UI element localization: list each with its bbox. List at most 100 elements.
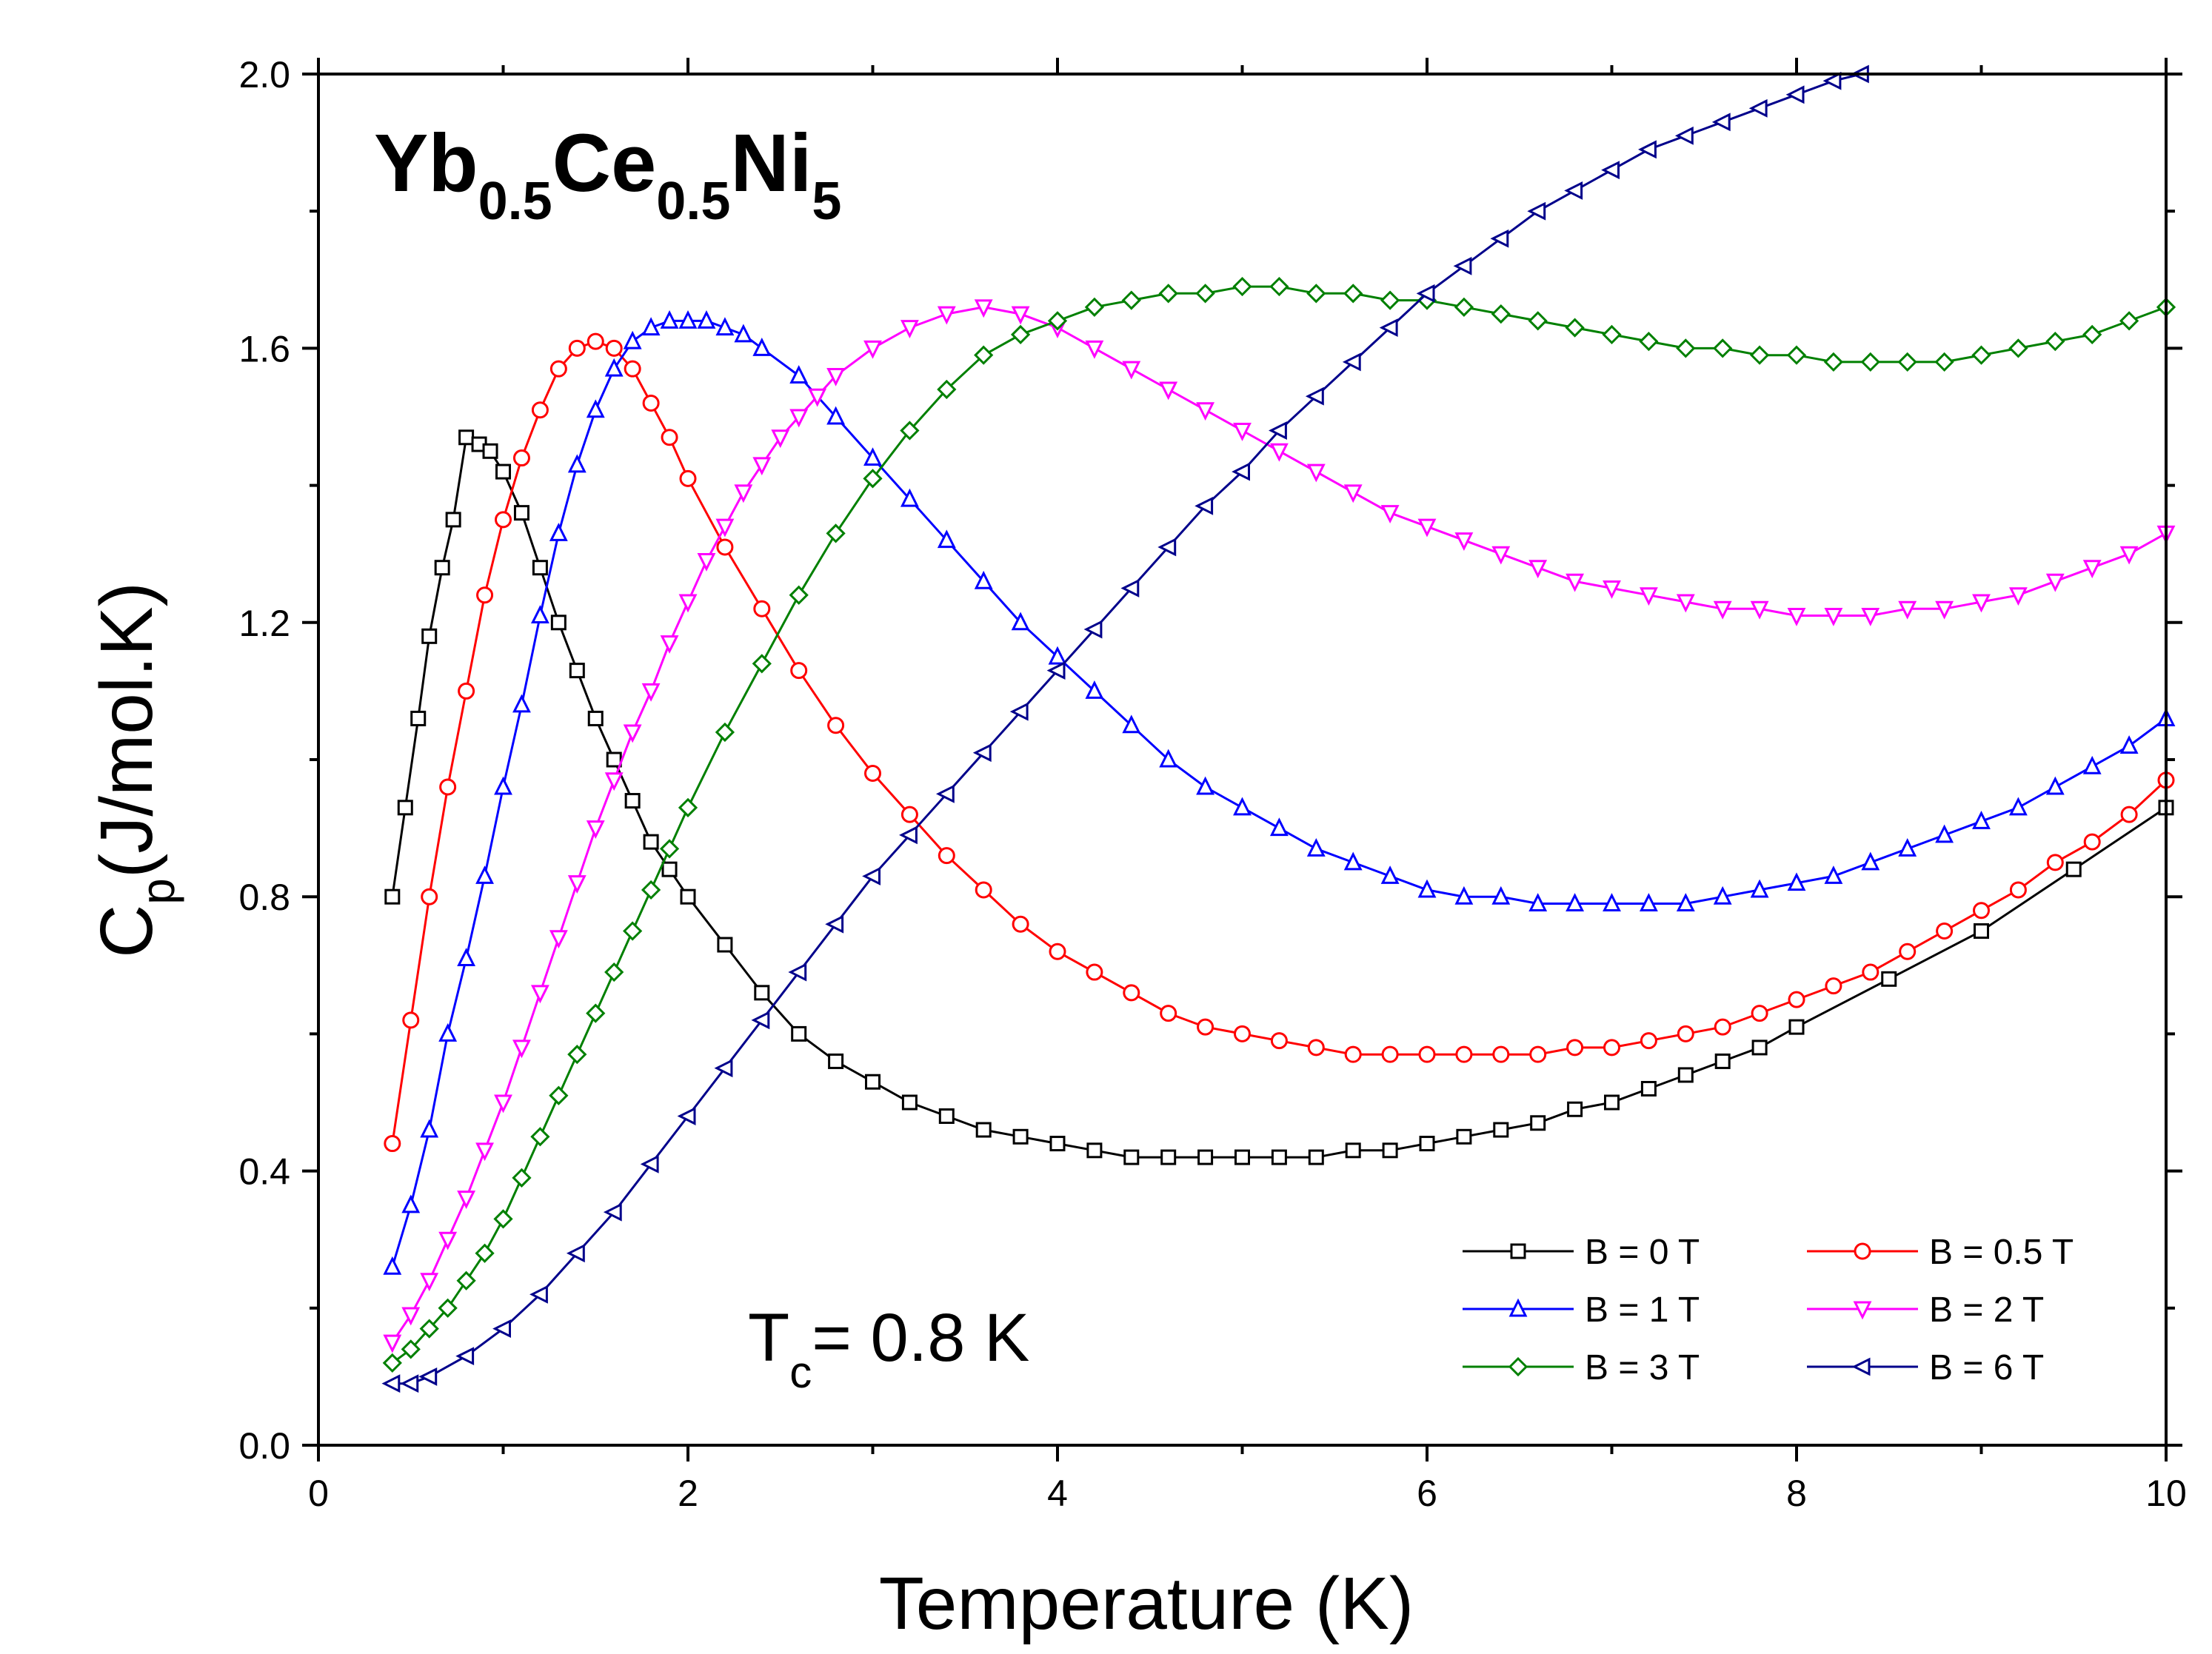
data-point xyxy=(1898,838,1917,857)
x-tick-label: 0 xyxy=(308,1473,329,1514)
data-point xyxy=(1711,113,1731,132)
data-point xyxy=(604,962,624,982)
data-point xyxy=(1454,532,1474,552)
data-point xyxy=(2082,755,2102,774)
data-point xyxy=(1048,646,1067,665)
data-point xyxy=(1825,977,1842,995)
data-point xyxy=(2045,573,2065,592)
x-tick-label: 6 xyxy=(1417,1473,1437,1514)
data-point xyxy=(1380,290,1400,310)
data-point xyxy=(1861,851,1880,871)
series-line-2 xyxy=(391,319,2167,1268)
data-point xyxy=(1379,318,1398,338)
data-point xyxy=(808,388,827,407)
data-point xyxy=(418,1367,438,1386)
data-point xyxy=(1639,587,1658,606)
data-point xyxy=(1973,902,1990,920)
data-point xyxy=(1454,297,1474,317)
y-tick-label: 2.0 xyxy=(238,54,290,96)
data-point xyxy=(1086,1142,1103,1159)
data-point xyxy=(1456,1128,1472,1145)
data-point xyxy=(1012,915,1029,933)
data-point xyxy=(1306,838,1326,857)
data-point xyxy=(1233,797,1252,816)
data-point xyxy=(410,710,427,726)
legend-marker xyxy=(1851,1357,1871,1376)
data-point xyxy=(1123,984,1140,1002)
data-point xyxy=(1785,85,1805,104)
data-point xyxy=(828,1053,844,1069)
data-point xyxy=(532,560,548,576)
data-point xyxy=(1787,608,1806,626)
data-point xyxy=(1234,1149,1250,1165)
data-point xyxy=(715,317,735,336)
data-point xyxy=(1269,276,1289,297)
data-point xyxy=(1009,702,1029,721)
data-point xyxy=(458,429,475,446)
data-point xyxy=(1566,1039,1584,1057)
data-point xyxy=(569,663,585,679)
data-point xyxy=(549,930,568,949)
data-point xyxy=(641,880,661,900)
data-point xyxy=(2119,546,2139,565)
legend-label: B = 3 T xyxy=(1585,1348,1700,1387)
data-point xyxy=(420,1273,439,1292)
data-point xyxy=(586,1003,606,1023)
data-point xyxy=(1528,893,1548,911)
data-point xyxy=(1269,421,1287,440)
data-point xyxy=(1491,885,1511,905)
data-point xyxy=(1308,1149,1324,1165)
legend-label: B = 0.5 T xyxy=(1929,1233,2074,1272)
data-point xyxy=(1677,1025,1694,1042)
data-point xyxy=(751,1011,770,1030)
data-point xyxy=(1159,749,1178,768)
data-point xyxy=(865,1074,881,1090)
data-point xyxy=(1564,181,1583,200)
data-point xyxy=(493,1209,513,1229)
data-point xyxy=(661,429,678,446)
data-point xyxy=(972,743,992,763)
data-point xyxy=(624,793,641,809)
data-point xyxy=(1122,361,1141,380)
data-point xyxy=(1881,971,1897,987)
data-point xyxy=(1822,71,1842,90)
data-point xyxy=(397,800,413,816)
data-point xyxy=(512,449,530,467)
data-point xyxy=(752,457,772,476)
data-point xyxy=(1898,600,1917,620)
data-point xyxy=(1788,1019,1805,1035)
data-point xyxy=(1197,1018,1214,1036)
data-point xyxy=(677,1107,696,1125)
data-point xyxy=(1234,1025,1251,1042)
data-point xyxy=(641,317,661,336)
data-point xyxy=(445,512,461,528)
series-5 xyxy=(381,64,1869,1393)
y-axis-title-subscript: p xyxy=(131,878,184,905)
data-point xyxy=(1271,1149,1287,1165)
compound-label: Yb0.5Ce0.5Ni5 xyxy=(374,118,841,231)
data-point xyxy=(567,1045,587,1065)
data-point xyxy=(716,538,734,556)
data-point xyxy=(938,1108,955,1125)
data-point xyxy=(827,717,845,734)
data-point xyxy=(643,834,659,850)
data-point xyxy=(1490,229,1509,248)
data-point xyxy=(2119,311,2139,331)
data-point xyxy=(1233,423,1252,441)
data-point xyxy=(549,523,568,541)
data-point xyxy=(899,826,918,845)
data-point xyxy=(457,1191,476,1209)
data-point xyxy=(1342,352,1361,372)
data-point xyxy=(937,306,956,325)
data-point xyxy=(456,1270,476,1290)
data-point xyxy=(1232,276,1252,297)
data-point xyxy=(2046,854,2064,871)
data-point xyxy=(1824,608,1843,626)
data-point xyxy=(679,469,697,487)
data-point xyxy=(1012,1128,1029,1145)
data-point xyxy=(974,570,993,589)
data-point xyxy=(512,1039,531,1059)
data-point xyxy=(438,1023,458,1042)
data-point xyxy=(1158,284,1178,304)
data-point xyxy=(1640,1080,1657,1096)
